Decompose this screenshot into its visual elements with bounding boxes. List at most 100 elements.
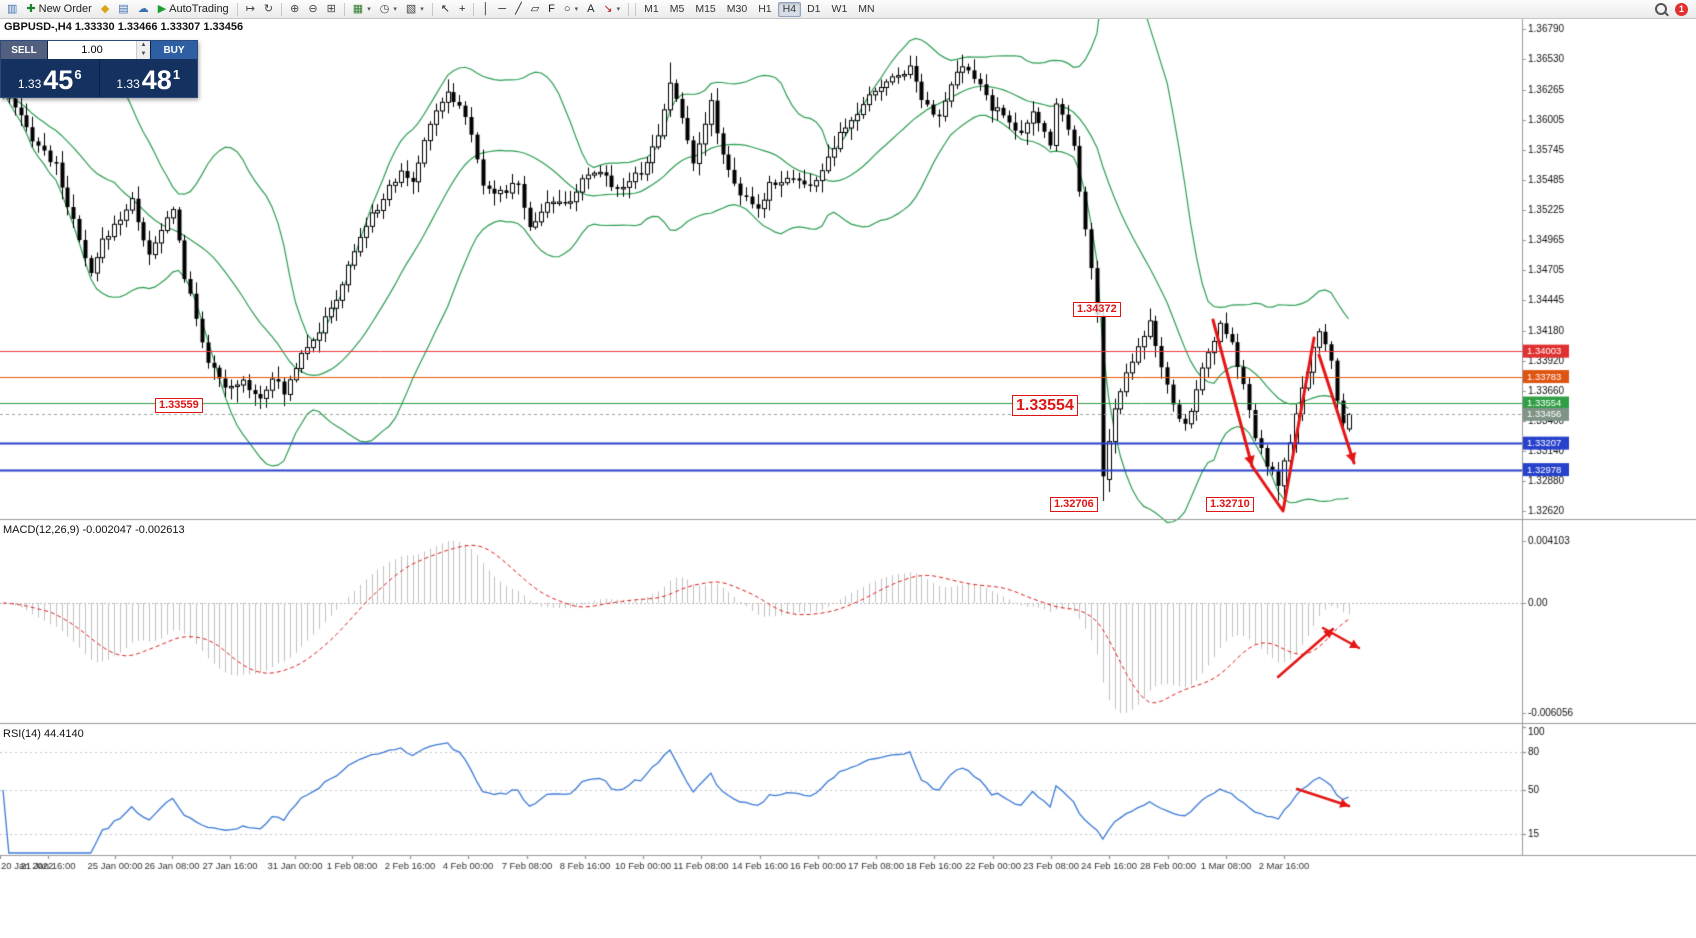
arrows-tool-icon: ↘ bbox=[603, 2, 613, 15]
price-annotation[interactable]: 1.33559 bbox=[155, 398, 203, 413]
zoom-out-icon: ⊖ bbox=[308, 2, 318, 15]
search-icon[interactable] bbox=[1655, 3, 1667, 15]
one-click-trading-panel: SELL ▲ ▼ BUY 1.33 45 6 1.33 48 1 bbox=[0, 40, 198, 98]
buy-price-pip: 1 bbox=[172, 67, 181, 82]
new-order-label: New Order bbox=[38, 2, 92, 15]
autotrading-icon: ▶ bbox=[157, 2, 167, 15]
price-annotation[interactable]: 1.32710 bbox=[1206, 497, 1254, 512]
zoom-in-button[interactable]: ⊕ bbox=[286, 2, 303, 17]
volume-input[interactable] bbox=[48, 41, 136, 59]
toolbar-right: 1 bbox=[1655, 2, 1693, 16]
new-order-button[interactable]: ✚ New Order bbox=[22, 2, 95, 17]
sell-price[interactable]: 1.33 45 6 bbox=[1, 59, 99, 97]
horizontal-line-icon: ─ bbox=[498, 2, 507, 15]
vertical-line-icon: │ bbox=[482, 2, 490, 15]
zoom-out-button[interactable]: ⊖ bbox=[304, 2, 321, 17]
timeframe-m15-button[interactable]: M15 bbox=[690, 2, 720, 17]
timeframe-w1-button[interactable]: W1 bbox=[827, 2, 853, 17]
quote-panel-prices: 1.33 45 6 1.33 48 1 bbox=[1, 59, 197, 97]
timeframe-h1-button[interactable]: H1 bbox=[753, 2, 776, 17]
profiles-button[interactable]: ◷ ▾ bbox=[376, 2, 401, 17]
new-order-icon: ✚ bbox=[26, 2, 36, 15]
price-annotation[interactable]: 1.34372 bbox=[1073, 302, 1121, 317]
autotrading-button[interactable]: ▶ AutoTrading bbox=[154, 2, 233, 17]
toolbar-separator bbox=[343, 2, 345, 16]
charts-list-button[interactable]: ▥ bbox=[3, 2, 21, 17]
buy-price-prefix: 1.33 bbox=[116, 77, 140, 91]
volume-down-button[interactable]: ▼ bbox=[137, 50, 150, 59]
dropdown-arrow-icon: ▾ bbox=[420, 5, 424, 13]
sell-price-prefix: 1.33 bbox=[17, 77, 42, 91]
toolbar-separator bbox=[473, 2, 475, 16]
mql5-community-button[interactable]: ◆ bbox=[97, 2, 113, 17]
timeframe-m1-button[interactable]: M1 bbox=[639, 2, 664, 17]
crosshair-icon: + bbox=[458, 2, 466, 15]
horizontal-line-button[interactable]: ─ bbox=[494, 2, 510, 17]
dropdown-arrow-icon: ▾ bbox=[367, 5, 371, 13]
buy-price-big: 48 bbox=[141, 65, 172, 95]
virtual-hosting-button[interactable]: ☁ bbox=[134, 2, 153, 17]
sell-button[interactable]: SELL bbox=[1, 41, 47, 59]
equidistant-channel-button[interactable]: ▱ bbox=[527, 2, 543, 17]
timeframe-m5-button[interactable]: M5 bbox=[665, 2, 690, 17]
text-label-icon: A bbox=[587, 2, 595, 15]
chart-shift-button[interactable]: ↦ bbox=[242, 2, 259, 17]
tile-windows-button[interactable]: ⊞ bbox=[323, 2, 340, 17]
timeframe-h4-button[interactable]: H4 bbox=[777, 1, 802, 17]
notification-badge[interactable]: 1 bbox=[1675, 2, 1688, 16]
volume-box: ▲ ▼ bbox=[47, 41, 151, 59]
timeframe-group: M1 M5 M15 M30 H1 H4 D1 W1 MN bbox=[639, 1, 879, 17]
arrows-tool-button[interactable]: ↘ ▾ bbox=[599, 2, 624, 17]
autotrading-label: AutoTrading bbox=[169, 2, 229, 15]
rsi-label: RSI(14) 44.4140 bbox=[3, 728, 84, 740]
timeframe-m30-button[interactable]: M30 bbox=[722, 2, 752, 17]
toolbar-separator bbox=[431, 2, 433, 16]
timeframe-mn-button[interactable]: MN bbox=[853, 2, 879, 17]
depth-of-market-button[interactable]: ▤ bbox=[114, 2, 132, 17]
buy-price[interactable]: 1.33 48 1 bbox=[100, 59, 198, 97]
cursor-button[interactable]: ↖ bbox=[437, 2, 454, 17]
timeframe-d1-button[interactable]: D1 bbox=[802, 2, 825, 17]
text-label-button[interactable]: A bbox=[583, 2, 598, 17]
toolbar-items: ▥ ✚ New Order ◆ ▤ ☁ ▶ AutoTrading ↦ ↻ ⊕ ⊖ ⊞ ▦ ▾ ◷ ▾ ▧ ▾ ↖ + │… bbox=[3, 2, 632, 17]
crosshair-button[interactable]: + bbox=[455, 2, 469, 17]
toolbar-separator bbox=[281, 2, 283, 16]
new-chart-icon: ▦ bbox=[352, 2, 364, 15]
shapes-icon: ○ bbox=[563, 2, 571, 15]
tile-windows-icon: ⊞ bbox=[326, 2, 336, 15]
quote-divider bbox=[98, 59, 100, 97]
trendline-button[interactable]: ╱ bbox=[511, 2, 526, 17]
shapes-button[interactable]: ○ ▾ bbox=[560, 2, 582, 17]
sell-price-big: 45 bbox=[43, 65, 74, 95]
sell-price-pip: 6 bbox=[74, 67, 82, 82]
fibonacci-retracement-button[interactable]: F bbox=[544, 2, 559, 17]
zoom-in-icon: ⊕ bbox=[290, 2, 300, 15]
templates-button[interactable]: ▧ ▾ bbox=[402, 2, 428, 17]
new-chart-button[interactable]: ▦ ▾ bbox=[349, 2, 375, 17]
charts-list-icon: ▥ bbox=[7, 2, 18, 15]
virtual-hosting-icon: ☁ bbox=[137, 2, 149, 15]
chart-title: GBPUSD-,H4 1.33330 1.33466 1.33307 1.334… bbox=[4, 21, 244, 33]
dropdown-arrow-icon: ▾ bbox=[393, 5, 397, 13]
templates-icon: ▧ bbox=[405, 2, 417, 15]
fibonacci-retracement-icon: F bbox=[548, 2, 555, 15]
auto-scroll-button[interactable]: ↻ bbox=[260, 2, 277, 17]
trendline-icon: ╱ bbox=[515, 2, 522, 15]
price-annotation[interactable]: 1.33554 bbox=[1012, 395, 1078, 416]
buy-button[interactable]: BUY bbox=[151, 41, 197, 59]
depth-of-market-icon: ▤ bbox=[118, 2, 129, 15]
macd-label: MACD(12,26,9) -0.002047 -0.002613 bbox=[3, 524, 185, 536]
profiles-icon: ◷ bbox=[379, 2, 390, 15]
cursor-icon: ↖ bbox=[440, 2, 450, 15]
vertical-line-button[interactable]: │ bbox=[478, 2, 493, 17]
equidistant-channel-icon: ▱ bbox=[530, 2, 540, 15]
toolbar: ▥ ✚ New Order ◆ ▤ ☁ ▶ AutoTrading ↦ ↻ ⊕ ⊖ ⊞ ▦ ▾ ◷ ▾ ▧ ▾ ↖ + │… bbox=[0, 0, 1696, 19]
quote-panel-controls: SELL ▲ ▼ BUY bbox=[1, 41, 197, 59]
dropdown-arrow-icon: ▾ bbox=[616, 5, 621, 13]
volume-up-button[interactable]: ▲ bbox=[137, 41, 150, 50]
auto-scroll-icon: ↻ bbox=[263, 2, 274, 15]
mql5-community-icon: ◆ bbox=[100, 2, 110, 15]
price-annotation[interactable]: 1.32706 bbox=[1050, 497, 1098, 512]
